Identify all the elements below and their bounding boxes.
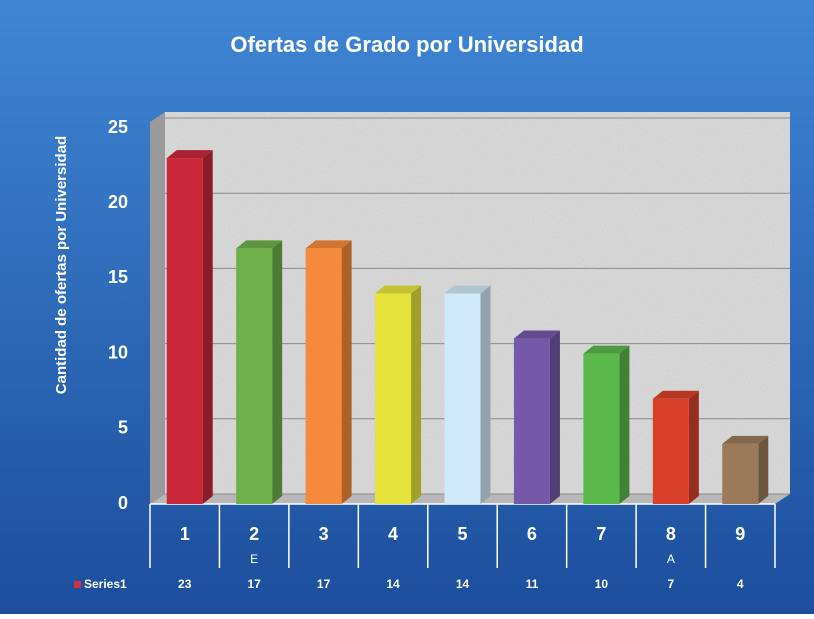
y-tick-label: 5 xyxy=(118,418,128,438)
legend-label: Series1 xyxy=(84,577,127,591)
table-value: 17 xyxy=(247,577,261,591)
x-tick-label: 3 xyxy=(319,524,329,544)
bar xyxy=(514,339,550,504)
bar-side xyxy=(411,285,421,504)
bar xyxy=(445,293,481,504)
x-tick-label: 8 xyxy=(666,524,676,544)
bar-side xyxy=(481,285,491,504)
bar xyxy=(167,158,203,504)
bar xyxy=(722,444,758,504)
bar-side xyxy=(342,240,352,504)
table-value: 14 xyxy=(456,577,470,591)
x-tick-label: 2 xyxy=(249,524,259,544)
x-tick-label: 6 xyxy=(527,524,537,544)
legend-swatch xyxy=(74,581,81,588)
chart-title: Ofertas de Grado por Universidad xyxy=(230,32,583,57)
y-tick-label: 15 xyxy=(108,267,128,287)
x-tick-label: 5 xyxy=(457,524,467,544)
bar-side xyxy=(619,346,629,504)
category-note: A xyxy=(667,552,675,566)
chart: Ofertas de Grado por Universidad Cantida… xyxy=(0,0,814,614)
table-value: 17 xyxy=(317,577,331,591)
side-wall xyxy=(150,112,165,504)
y-tick-label: 20 xyxy=(108,192,128,212)
bar-side xyxy=(203,150,213,504)
bar xyxy=(375,293,411,504)
table-value: 7 xyxy=(667,577,674,591)
x-tick-label: 7 xyxy=(596,524,606,544)
table-value: 23 xyxy=(178,577,192,591)
table-value: 10 xyxy=(595,577,609,591)
y-axis-label: Cantidad de ofertas por Universidad xyxy=(53,136,70,394)
bar xyxy=(236,248,272,504)
bar-side xyxy=(689,391,699,504)
category-note: E xyxy=(250,552,258,566)
table-value: 4 xyxy=(737,577,744,591)
bar-side xyxy=(550,331,560,504)
bar xyxy=(653,399,689,504)
y-tick-label: 25 xyxy=(108,117,128,137)
bar-side xyxy=(272,240,282,504)
x-tick-label: 4 xyxy=(388,524,398,544)
y-tick-label: 0 xyxy=(118,493,128,513)
x-tick-label: 1 xyxy=(180,524,190,544)
y-tick-label: 10 xyxy=(108,342,128,362)
table-value: 11 xyxy=(526,577,539,591)
x-tick-label: 9 xyxy=(735,524,745,544)
bar-side xyxy=(758,436,768,504)
bar xyxy=(306,248,342,504)
bar xyxy=(583,354,619,504)
table-value: 14 xyxy=(386,577,400,591)
